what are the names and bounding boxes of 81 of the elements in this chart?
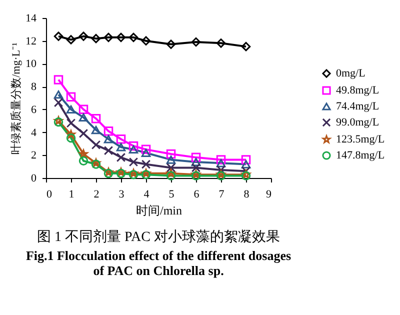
point [128, 157, 138, 167]
x-tick-label: 3 [118, 188, 125, 200]
legend-label: 99.0mg/L [336, 116, 380, 128]
point [116, 152, 126, 162]
point [216, 171, 226, 180]
x-tick-label: 7 [218, 188, 225, 200]
point [78, 113, 88, 122]
x-tick-label: 1 [68, 188, 74, 200]
point [116, 32, 126, 42]
point [141, 36, 151, 46]
x-tick-label: 4 [144, 188, 150, 200]
point [216, 155, 226, 164]
x-tick-label: 0 [46, 188, 52, 200]
point [241, 160, 251, 168]
point [78, 156, 88, 166]
point [66, 133, 76, 143]
point [241, 42, 251, 52]
y-tick-label: 0 [31, 172, 37, 184]
point [128, 32, 138, 42]
point [66, 92, 76, 102]
point [166, 40, 176, 49]
point [128, 145, 138, 154]
point [91, 114, 101, 124]
point [166, 149, 176, 159]
point [78, 128, 88, 138]
point [166, 156, 176, 164]
point [91, 34, 101, 44]
point [128, 141, 138, 151]
point [166, 163, 176, 172]
point [104, 135, 114, 144]
legend-label: 49.8mg/L [336, 84, 380, 96]
point [91, 126, 101, 134]
point [66, 105, 76, 114]
x-tick-label: 5 [168, 188, 175, 200]
legend-label: 0mg/L [336, 68, 366, 80]
y-tick-label: 4 [31, 126, 37, 139]
y-axis-title: 叶绿素质量分数/mg·L⁻¹ [10, 42, 22, 154]
y-tick-label: 8 [31, 81, 37, 94]
point [54, 75, 64, 84]
x-axis-title: 时间/min [136, 204, 182, 218]
point [116, 134, 126, 144]
x-tick-label: 8 [244, 188, 250, 200]
caption: Fig.1 Flocculation effect of the different dosages [26, 248, 292, 263]
y-tick-label: 6 [31, 104, 37, 116]
point [78, 104, 88, 114]
x-tick-label: 2 [94, 188, 100, 200]
point [241, 155, 251, 164]
x-tick-label: 9 [266, 188, 272, 200]
point [191, 163, 201, 172]
point [54, 90, 64, 99]
point [54, 32, 64, 41]
point [141, 144, 151, 154]
point [104, 146, 114, 156]
point [191, 158, 201, 166]
point [91, 140, 101, 150]
y-tick-label: 14 [26, 12, 37, 24]
point [54, 98, 64, 108]
legend-label: 123.5mg/L [336, 134, 385, 146]
legend-label: 74.4mg/L [336, 100, 380, 112]
x-tick-label: 6 [194, 188, 200, 200]
legend-label: 147.8mg/L [336, 150, 385, 162]
point [104, 126, 114, 136]
point [116, 143, 126, 152]
y-tick-label: 2 [31, 150, 36, 162]
point [241, 171, 251, 180]
point [216, 38, 226, 48]
point [141, 148, 151, 157]
point [191, 171, 201, 180]
point [66, 35, 76, 44]
point [104, 32, 114, 42]
y-tick-label: 10 [26, 58, 37, 70]
point [166, 171, 176, 180]
point [66, 118, 76, 128]
point [191, 152, 201, 162]
y-tick-label: 12 [26, 35, 36, 48]
point [216, 159, 226, 168]
text: 图 1 不同剂量 PAC 对小球藻的絮凝效果 [37, 229, 280, 245]
text: of PAC on Chlorella sp. [93, 263, 224, 278]
point [78, 32, 88, 41]
point [141, 160, 151, 169]
point [191, 37, 201, 47]
